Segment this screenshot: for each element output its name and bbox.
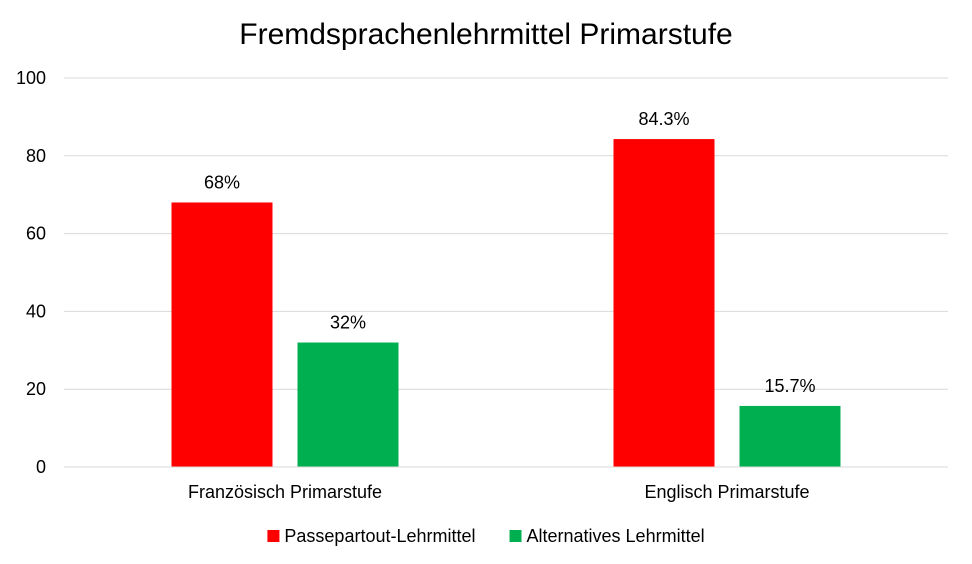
y-tick-label: 20 — [26, 379, 46, 399]
data-label: 68% — [204, 172, 240, 192]
bar — [171, 202, 273, 468]
chart-title: Fremdsprachenlehrmittel Primarstufe — [239, 18, 733, 51]
x-category-label: Französisch Primarstufe — [188, 482, 382, 502]
bar — [297, 342, 399, 467]
legend-label: Alternatives Lehrmittel — [527, 526, 705, 546]
legend-item: Alternatives Lehrmittel — [509, 526, 705, 546]
y-tick-label: 40 — [26, 301, 46, 321]
bars: 68% 32% 84.3% 15.7% — [171, 109, 841, 468]
legend-swatch — [267, 530, 280, 542]
y-axis: 0 20 40 60 80 100 — [16, 68, 46, 477]
legend-item: Passepartout-Lehrmittel — [267, 526, 476, 546]
data-label: 15.7% — [764, 376, 815, 396]
x-axis: Französisch Primarstufe Englisch Primarst… — [64, 466, 948, 502]
y-tick-label: 60 — [26, 224, 46, 244]
legend-swatch — [509, 530, 522, 542]
bar — [613, 139, 715, 467]
x-category-label: Englisch Primarstufe — [644, 482, 809, 502]
bar — [739, 405, 841, 467]
data-label: 84.3% — [638, 109, 689, 129]
y-tick-label: 0 — [36, 457, 46, 477]
data-label: 32% — [330, 313, 366, 333]
legend-label: Passepartout-Lehrmittel — [284, 526, 475, 546]
legend: Passepartout-Lehrmittel Alternatives Lehr… — [267, 526, 705, 546]
y-tick-label: 80 — [26, 146, 46, 166]
y-tick-label: 100 — [16, 68, 46, 88]
